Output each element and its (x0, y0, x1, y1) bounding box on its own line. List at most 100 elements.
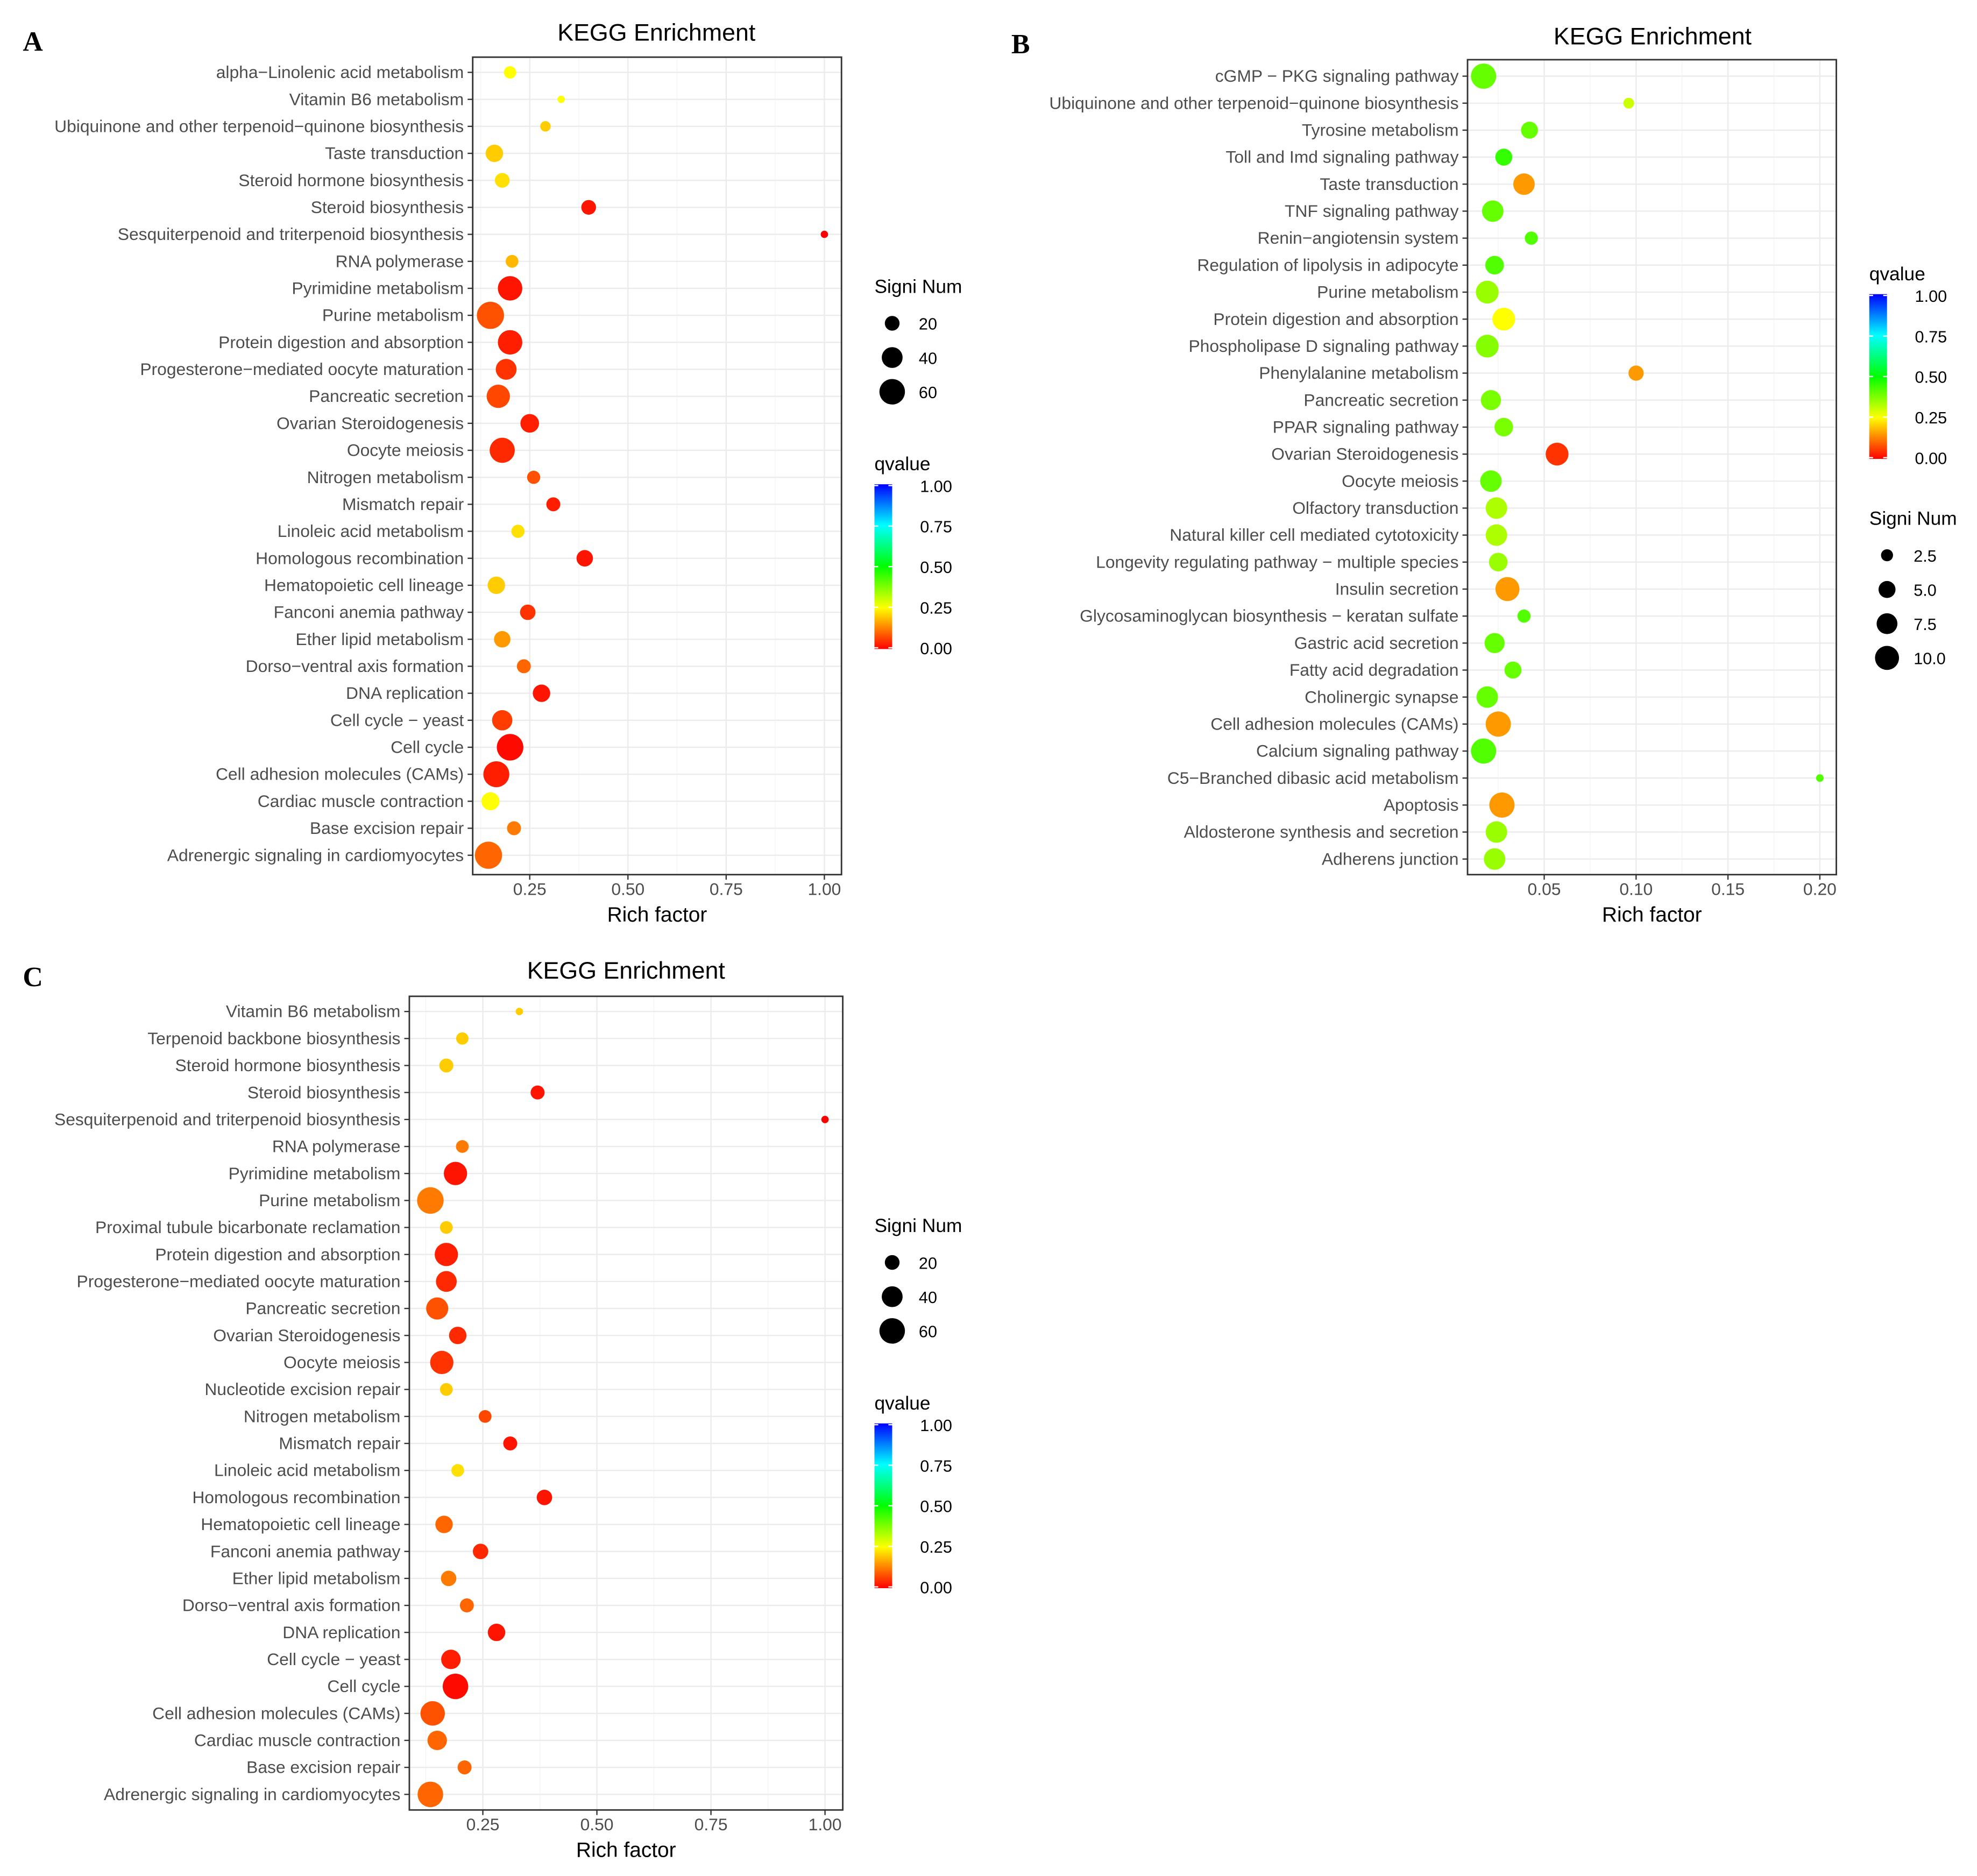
pathway-label: Steroid biosynthesis (247, 1082, 401, 1102)
pathway-label: Fanconi anemia pathway (274, 603, 464, 622)
pathway-label: RNA polymerase (272, 1137, 401, 1156)
data-point (576, 550, 593, 567)
pathway-label: Longevity regulating pathway − multiple … (1096, 552, 1458, 571)
data-point (430, 1350, 453, 1375)
qvalue-legend: qvalue 1.00 0.75 0.50 0.25 0.00 (874, 1393, 952, 1597)
pathway-label: TNF signaling pathway (1285, 201, 1459, 221)
data-point (1485, 821, 1507, 843)
size-legend-label: 40 (919, 1289, 937, 1307)
colorbar-label: 0.25 (920, 599, 952, 617)
pathway-label: DNA replication (346, 683, 464, 703)
size-legend-label: 7.5 (1914, 615, 1937, 634)
x-tick-label: 0.75 (695, 1815, 728, 1834)
plot-border (408, 995, 844, 1811)
pathway-label: PPAR signaling pathway (1273, 417, 1459, 436)
data-point (1476, 335, 1499, 358)
colorbar-label: 0.50 (920, 558, 952, 577)
x-tick-label: 0.15 (1711, 879, 1745, 898)
size-legend-label: 10.0 (1914, 650, 1946, 668)
pathway-label: Base excision repair (310, 818, 464, 838)
data-point (1480, 470, 1502, 492)
size-legend-label: 40 (919, 349, 937, 367)
size-legend-dot (882, 1286, 903, 1307)
pathway-label: Ubiquinone and other terpenoid−quinone b… (1049, 93, 1458, 112)
pathway-label: Steroid biosynthesis (311, 197, 464, 217)
colorbar-label: 0.75 (920, 1457, 952, 1475)
data-point (494, 173, 510, 188)
data-point (1480, 390, 1501, 410)
pathway-label: Mismatch repair (342, 494, 464, 514)
colorbar-label: 1.00 (920, 1417, 952, 1435)
data-point (581, 200, 596, 215)
pathway-label: Purine metabolism (1317, 282, 1458, 302)
data-point (494, 631, 511, 648)
x-tick-label: 0.25 (513, 879, 547, 898)
pathway-label: Protein digestion and absorption (218, 332, 464, 352)
pathway-label: Ether lipid metabolism (232, 1568, 401, 1588)
pathway-label: Gastric acid secretion (1294, 633, 1459, 653)
pathway-label: Cell adhesion molecules (CAMs) (152, 1703, 400, 1723)
size-legend-dot (1878, 581, 1896, 598)
data-point (1623, 97, 1634, 109)
data-point (1485, 711, 1511, 737)
data-point (1485, 497, 1507, 519)
data-point (1495, 148, 1513, 166)
size-legend-dot (1876, 613, 1898, 634)
data-point (456, 1032, 469, 1045)
panel-a: A KEGG Enrichment 0.25 0.50 0.75 1.00 alpha−Li… (23, 19, 962, 926)
data-point (540, 121, 551, 132)
pathway-label: DNA replication (282, 1623, 400, 1642)
qvalue-legend: qvalue 1.00 0.75 0.50 0.25 0.00 (874, 454, 952, 658)
data-point (515, 1008, 523, 1015)
size-legend-title: Signi Num (874, 276, 962, 297)
pathway-label: Steroid hormone biosynthesis (175, 1056, 401, 1075)
pathway-label: Ovarian Steroidogenesis (213, 1326, 400, 1345)
x-axis-title: Rich factor (1602, 903, 1702, 926)
pathway-label: Fatty acid degradation (1289, 660, 1459, 679)
data-point (1513, 173, 1535, 195)
panel-letter: B (1011, 29, 1030, 60)
size-legend-label: 60 (919, 1323, 937, 1341)
pathway-label: cGMP − PKG signaling pathway (1215, 66, 1459, 86)
data-point (435, 1243, 458, 1266)
size-legend: Signi Num 2.5 5.0 7.5 10.0 (1869, 508, 1957, 670)
pathway-label: Progesterone−mediated oocyte maturation (77, 1272, 401, 1291)
pathway-label: Cell adhesion molecules (CAMs) (1210, 714, 1458, 733)
data-point (492, 710, 513, 731)
pathway-label: Purine metabolism (322, 306, 464, 325)
pathway-label: Tyrosine metabolism (1302, 121, 1459, 140)
pathway-label: Cell cycle (327, 1676, 400, 1696)
data-point (490, 437, 515, 463)
data-point (1489, 553, 1508, 572)
data-point (436, 1271, 457, 1292)
pathway-label: Toll and Imd signaling pathway (1225, 147, 1458, 167)
pathway-label: Oocyte meiosis (284, 1353, 400, 1372)
data-point (417, 1781, 443, 1808)
data-point (498, 276, 522, 301)
data-point (1484, 848, 1506, 870)
x-tick-label: 1.00 (807, 879, 841, 898)
chart-title: KEGG Enrichment (1554, 23, 1752, 50)
size-legend-dot (879, 379, 905, 405)
size-legend-label: 60 (919, 384, 937, 402)
x-tick-label: 0.50 (580, 1815, 614, 1834)
x-tick-label: 0.75 (710, 879, 743, 898)
pathway-label: Olfactory transduction (1292, 498, 1458, 518)
pathway-label: Protein digestion and absorption (1213, 309, 1458, 329)
data-point (557, 95, 565, 103)
pathway-label: Taste transduction (325, 144, 464, 163)
data-point (481, 792, 500, 811)
pathway-label: Vitamin B6 metabolism (289, 89, 464, 109)
colorbar-label: 0.50 (920, 1498, 952, 1516)
pathway-label: Hematopoietic cell lineage (264, 575, 464, 594)
size-legend-dot (884, 1255, 900, 1270)
x-tick-label: 0.05 (1528, 879, 1561, 898)
data-point (1485, 524, 1507, 546)
pathway-label: Sesquiterpenoid and triterpenoid biosynt… (54, 1109, 400, 1129)
data-point (487, 576, 505, 594)
pathway-label: Natural killer cell mediated cytotoxicit… (1170, 525, 1458, 544)
data-point (1476, 280, 1499, 304)
data-point (1517, 609, 1531, 623)
pathway-label: Purine metabolism (259, 1191, 400, 1210)
